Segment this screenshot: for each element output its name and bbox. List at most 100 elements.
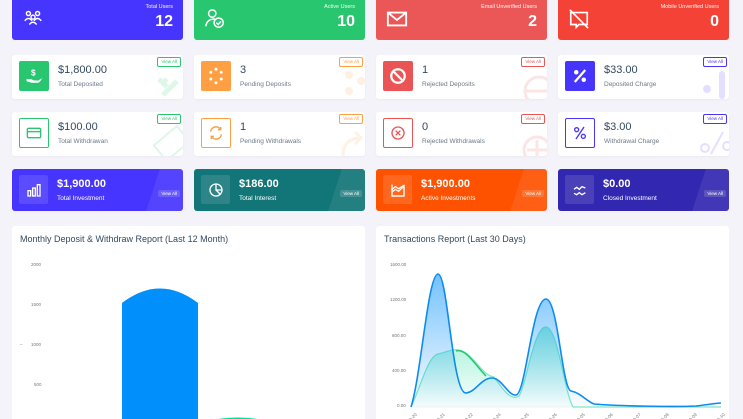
percent-watermark-icon bbox=[700, 131, 729, 155]
total-users-card[interactable]: Total Users 12 bbox=[12, 0, 183, 40]
rejected-withdrawals-card: 0 Rejected Withdrawals View All bbox=[376, 112, 547, 156]
view-all-button[interactable]: View All bbox=[522, 190, 544, 197]
stat-label: Total Users bbox=[145, 4, 173, 10]
svg-text:10-09: 10-09 bbox=[686, 412, 698, 419]
svg-text:500: 500 bbox=[34, 382, 42, 387]
widget-caption: Deposited Charge bbox=[604, 81, 657, 88]
monthly-bar-chart: 2000 1500 – 1000 500 bbox=[20, 262, 257, 419]
svg-text:10-07: 10-07 bbox=[630, 412, 642, 419]
svg-text:2000: 2000 bbox=[31, 262, 42, 267]
dollar-watermark-icon bbox=[157, 77, 179, 97]
svg-text:1000: 1000 bbox=[31, 342, 42, 347]
widget-amount: 3 bbox=[240, 64, 247, 76]
deposit-widgets-row: $ $1,800.00 Total Deposited View All 3 P… bbox=[12, 55, 729, 99]
svg-text:–: – bbox=[20, 342, 23, 347]
total-interest-card: $186.00 Total Interest View All bbox=[194, 169, 365, 211]
total-investment-card: $1,900.00 Total Investment View All bbox=[12, 169, 183, 211]
widget-caption: Pending Withdrawals bbox=[240, 138, 302, 145]
view-all-button[interactable]: View All bbox=[521, 57, 545, 67]
stat-value: 12 bbox=[155, 13, 173, 30]
deposit-bar bbox=[122, 288, 198, 419]
sync-icon bbox=[201, 118, 231, 148]
chart-title: Transactions Report (Last 30 Days) bbox=[384, 234, 526, 244]
view-all-button[interactable]: View All bbox=[339, 57, 363, 67]
widget-caption: Rejected Withdrawals bbox=[422, 138, 485, 145]
credit-card-icon bbox=[19, 118, 49, 148]
percentage-icon bbox=[565, 61, 595, 91]
svg-text:800.00: 800.00 bbox=[392, 333, 406, 338]
widget-amount: $186.00 bbox=[239, 178, 279, 190]
withdraw-widgets-row: $100.00 Total Withdrawan View All 1 Pend… bbox=[12, 112, 729, 156]
chart-line-icon bbox=[565, 175, 594, 204]
widget-caption: Total Interest bbox=[239, 195, 277, 202]
monthly-report-card: Monthly Deposit & Withdraw Report (Last … bbox=[12, 226, 365, 419]
chart-title: Monthly Deposit & Withdraw Report (Last … bbox=[20, 234, 229, 244]
times-circle-icon bbox=[383, 118, 413, 148]
total-deposited-card: $ $1,800.00 Total Deposited View All bbox=[12, 55, 183, 99]
rejected-deposits-card: 1 Rejected Deposits View All bbox=[376, 55, 547, 99]
active-users-card[interactable]: Active Users 10 bbox=[194, 0, 365, 40]
active-investments-card: $1,900.00 Active Investments View All bbox=[376, 169, 547, 211]
ban-icon bbox=[383, 61, 413, 91]
chart-area-icon bbox=[383, 175, 412, 204]
chart-pie-icon bbox=[201, 175, 230, 204]
svg-text:10-06: 10-06 bbox=[602, 412, 614, 419]
investment-widgets-row: $1,900.00 Total Investment View All $186… bbox=[12, 169, 729, 211]
svg-text:10-10: 10-10 bbox=[714, 412, 726, 419]
widget-amount: $0.00 bbox=[603, 178, 631, 190]
widget-caption: Rejected Deposits bbox=[422, 81, 475, 88]
svg-text:09-25: 09-25 bbox=[518, 412, 530, 419]
user-stats-row: Total Users 12 Active Users 10 Email Unv… bbox=[12, 0, 729, 40]
svg-text:09-26: 09-26 bbox=[546, 412, 558, 419]
widget-amount: $1,900.00 bbox=[57, 178, 106, 190]
view-all-button[interactable]: View All bbox=[703, 57, 727, 67]
view-all-button[interactable]: View All bbox=[704, 190, 726, 197]
total-withdrawn-card: $100.00 Total Withdrawan View All bbox=[12, 112, 183, 156]
svg-text:0.00: 0.00 bbox=[397, 403, 406, 408]
svg-text:09-20: 09-20 bbox=[406, 412, 418, 419]
widget-caption: Pending Deposits bbox=[240, 81, 291, 88]
svg-text:$: $ bbox=[31, 68, 36, 77]
view-all-button[interactable]: View All bbox=[158, 190, 180, 197]
withdrawal-charge-card: $3.00 Withdrawal Charge View All bbox=[558, 112, 729, 156]
stat-label: Mobile Unverified Users bbox=[660, 4, 719, 10]
deposited-charge-card: $33.00 Deposited Charge View All bbox=[558, 55, 729, 99]
percentage-watermark-icon bbox=[703, 71, 725, 99]
view-all-button[interactable]: View All bbox=[157, 57, 181, 67]
widget-caption: Total Withdrawan bbox=[58, 138, 108, 145]
hand-holding-dollar-icon: $ bbox=[19, 61, 49, 91]
svg-text:1600.00: 1600.00 bbox=[390, 262, 407, 267]
view-all-button[interactable]: View All bbox=[157, 114, 181, 124]
view-all-button[interactable]: View All bbox=[521, 114, 545, 124]
svg-text:10-08: 10-08 bbox=[658, 412, 670, 419]
envelope-icon bbox=[386, 11, 408, 27]
times-watermark-icon bbox=[522, 135, 547, 156]
widget-amount: 1 bbox=[240, 121, 247, 133]
mobile-unverified-card[interactable]: Mobile Unverified Users 0 bbox=[558, 0, 729, 40]
stat-value: 0 bbox=[710, 13, 719, 30]
percent-icon bbox=[565, 118, 595, 148]
pending-deposits-card: 3 Pending Deposits View All bbox=[194, 55, 365, 99]
sync-watermark-icon bbox=[341, 130, 364, 156]
stat-value: 2 bbox=[528, 13, 537, 30]
svg-text:1200.00: 1200.00 bbox=[390, 297, 407, 302]
widget-amount: 0 bbox=[422, 121, 429, 133]
widget-caption: Active Investments bbox=[421, 195, 476, 202]
comment-slash-icon bbox=[569, 9, 589, 30]
view-all-button[interactable]: View All bbox=[340, 190, 362, 197]
email-unverified-card[interactable]: Email Unverified Users 2 bbox=[376, 0, 547, 40]
widget-caption: Withdrawal Charge bbox=[604, 138, 660, 145]
view-all-button[interactable]: View All bbox=[339, 114, 363, 124]
widget-caption: Total Deposited bbox=[58, 81, 103, 88]
chart-bar-icon bbox=[19, 175, 48, 204]
ban-watermark-icon bbox=[523, 75, 547, 99]
widget-amount: $3.00 bbox=[604, 121, 632, 133]
svg-text:09-21: 09-21 bbox=[434, 412, 446, 419]
svg-text:1500: 1500 bbox=[31, 302, 42, 307]
user-check-icon bbox=[205, 9, 224, 28]
view-all-button[interactable]: View All bbox=[703, 114, 727, 124]
stat-label: Email Unverified Users bbox=[481, 4, 537, 10]
spinner-watermark-icon bbox=[345, 71, 365, 95]
credit-card-watermark-icon bbox=[153, 124, 183, 156]
users-icon bbox=[24, 10, 42, 25]
